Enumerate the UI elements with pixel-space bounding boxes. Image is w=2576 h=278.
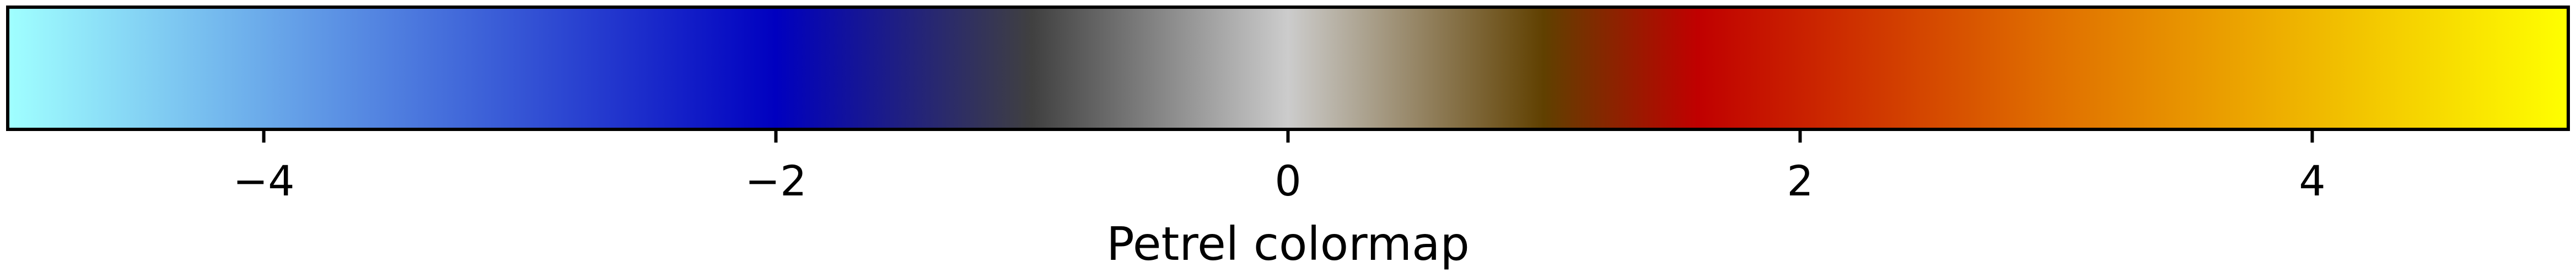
x-tick-label: −4: [233, 156, 294, 205]
x-axis-ticks: −4 −2 0 2 4: [233, 129, 2326, 205]
x-axis-label: Petrel colormap: [1106, 217, 1470, 271]
x-tick-label: 0: [1274, 156, 1301, 205]
x-tick-label: 2: [1787, 156, 1813, 205]
x-tick-label: 4: [2299, 156, 2325, 205]
colorbar-gradient-bar: [8, 7, 2568, 129]
x-tick-label: −2: [745, 156, 806, 205]
